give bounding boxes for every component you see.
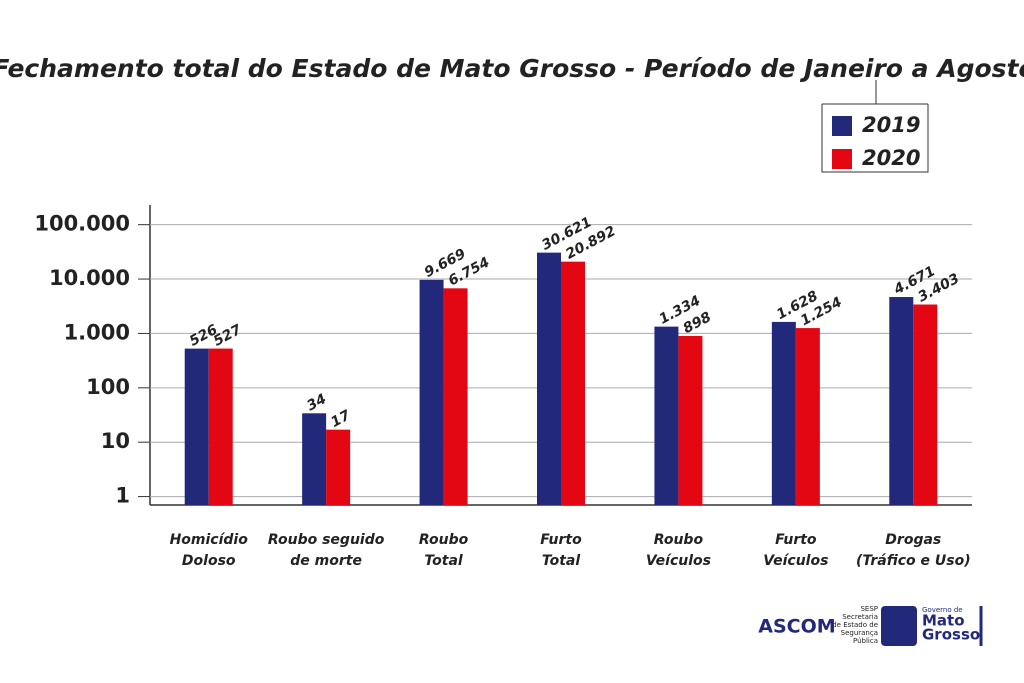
x-tick-label: Veículos [646, 553, 711, 569]
y-tick-label: 10 [101, 429, 130, 453]
bar [537, 252, 561, 505]
sesp-text: Segurança [841, 629, 878, 637]
x-tick-label: Roubo [419, 532, 469, 548]
bar [913, 304, 938, 505]
x-tick-label: Homicídio [170, 532, 249, 548]
legend-label: 2020 [862, 146, 920, 170]
legend-swatch [832, 149, 852, 169]
sesp-text: SESP [860, 605, 878, 613]
legend-swatch [832, 116, 852, 136]
x-tick-label: Furto [540, 532, 582, 548]
government-text: Governo de [922, 606, 963, 614]
agency: ASCOM [758, 616, 835, 638]
x-tick-label: Drogas [885, 532, 941, 548]
bar [678, 335, 703, 505]
government-text: Grosso [922, 626, 980, 644]
x-tick-label: Total [542, 553, 581, 569]
sesp-text: Pública [853, 637, 878, 645]
value-label: 34 [304, 391, 329, 414]
x-tick-label: Furto [775, 532, 817, 548]
logo [881, 606, 917, 646]
x-tick-label: Veículos [763, 553, 828, 569]
x-tick-label: Total [424, 553, 463, 569]
legend-frame [821, 80, 929, 173]
bar [208, 348, 233, 505]
bar [795, 328, 820, 505]
chart-title: Fechamento total do Estado de Mato Gross… [0, 54, 1024, 83]
value-label: 17 [328, 407, 353, 430]
sesp-text: Secretaria [842, 613, 878, 621]
bar [561, 261, 585, 505]
y-tick-label: 1.000 [64, 320, 130, 344]
value-label: 527 [211, 322, 245, 350]
bar [184, 348, 209, 505]
bar [889, 297, 914, 505]
bar [443, 288, 468, 505]
bar [654, 326, 679, 505]
y-tick-label: 10.000 [49, 266, 130, 290]
legend-label: 2019 [862, 113, 920, 137]
x-tick-label: de morte [290, 553, 362, 569]
bar [771, 321, 796, 505]
x-tick-label: Roubo seguido [268, 532, 385, 548]
y-tick-label: 1 [115, 484, 130, 508]
bar [326, 429, 351, 505]
x-tick-label: Roubo [654, 532, 704, 548]
bar [419, 279, 444, 505]
x-tick-label: Doloso [182, 553, 236, 569]
sesp-text: de Estado de [832, 621, 878, 629]
bar [302, 413, 327, 505]
y-tick-label: 100 [86, 375, 130, 399]
government-text: Mato [922, 612, 965, 630]
y-tick-label: 100.000 [34, 212, 130, 236]
x-tick-label: (Tráfico e Uso) [856, 553, 971, 569]
